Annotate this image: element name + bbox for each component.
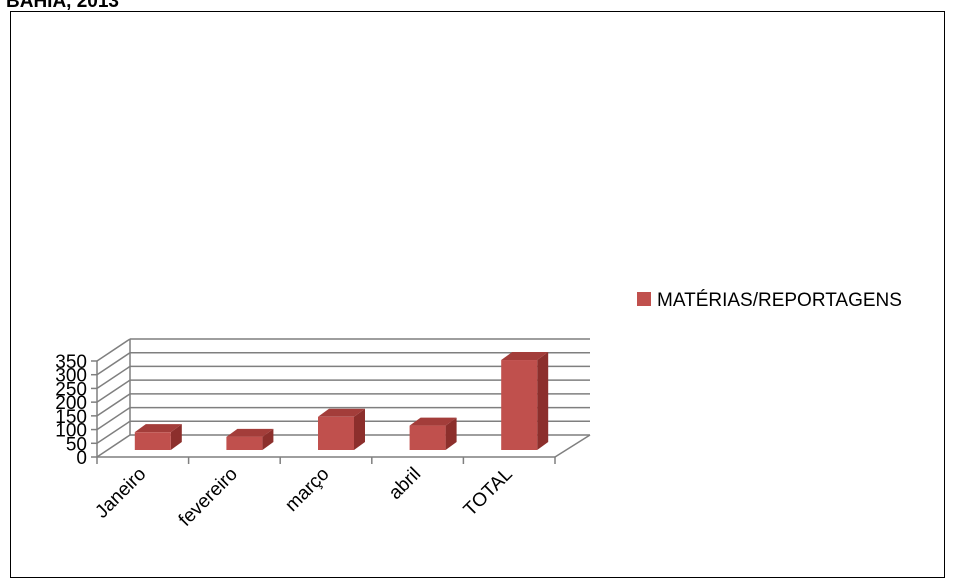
- chart-caption: BAHIA, 2013: [6, 0, 119, 12]
- gridline-depth: [96, 338, 131, 362]
- gridline-depth: [96, 406, 131, 431]
- bar-side: [537, 352, 549, 450]
- legend-label: MATÉRIAS/REPORTAGENS: [657, 290, 902, 311]
- y-tick-label: 350: [55, 352, 87, 373]
- gridline-depth: [96, 379, 131, 403]
- bar-top: [501, 352, 549, 361]
- bar: [318, 416, 354, 450]
- gridline-depth: [96, 420, 131, 444]
- gridline-depth: [96, 393, 131, 417]
- y-tick-label: 150: [55, 407, 87, 428]
- y-tick-label: 50: [66, 434, 87, 455]
- legend-swatch: [637, 292, 651, 306]
- bar: [226, 436, 263, 450]
- y-tick-label: 300: [55, 366, 87, 387]
- bar-top: [318, 408, 365, 417]
- y-tick-label: 100: [55, 421, 87, 442]
- bar-side: [354, 408, 365, 450]
- x-tick-label: abril: [385, 464, 425, 504]
- gridline-depth: [96, 352, 131, 376]
- bar: [134, 432, 171, 450]
- bar-side: [262, 428, 274, 450]
- bar-side: [445, 417, 457, 450]
- chart-frame: [10, 11, 945, 578]
- y-tick-label: 250: [55, 379, 87, 400]
- bar-top: [226, 428, 274, 437]
- floor-right-edge: [554, 434, 591, 458]
- x-tick-label: fevereiro: [175, 464, 242, 531]
- bar-top: [409, 417, 457, 426]
- x-tick-label: março: [281, 464, 333, 516]
- bar: [501, 360, 538, 450]
- gridline-depth: [96, 365, 131, 390]
- y-tick-label: 200: [55, 393, 87, 414]
- y-tick-label: 0: [76, 448, 87, 469]
- bar-side: [170, 424, 182, 450]
- x-tick-label: TOTAL: [460, 464, 517, 521]
- x-tick-label: Janeiro: [91, 464, 150, 523]
- bar-top: [134, 424, 182, 433]
- gridline-depth: [96, 434, 131, 458]
- bar: [409, 425, 446, 450]
